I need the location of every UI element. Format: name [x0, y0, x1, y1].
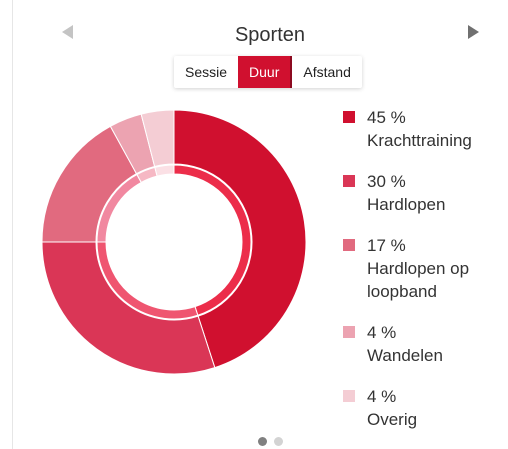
tab-duur[interactable]: Duur [238, 56, 293, 88]
pagination-dots [258, 437, 290, 446]
donut-slice-hardlopen[interactable] [41, 241, 216, 375]
legend-swatch [343, 175, 355, 187]
pagination-dot-1[interactable] [258, 437, 267, 446]
legend-percentage: 4 % [367, 323, 397, 342]
legend-item-wandelen[interactable]: 4 % Wandelen [343, 321, 503, 367]
legend-percentage: 17 % [367, 236, 406, 255]
donut-hole [106, 174, 242, 310]
legend-swatch [343, 326, 355, 338]
previous-arrow-icon[interactable] [62, 25, 73, 39]
legend-label: Wandelen [367, 346, 443, 365]
legend-swatch [343, 390, 355, 402]
chart-legend: 45 % Krachttraining 30 % Hardlopen 17 % … [343, 106, 503, 449]
legend-swatch [343, 111, 355, 123]
pagination-dot-2[interactable] [274, 437, 283, 446]
donut-slice-overig[interactable] [140, 109, 175, 168]
tab-sessie[interactable]: Sessie [185, 64, 228, 80]
donut-chart [38, 108, 310, 378]
panel-left-border [12, 0, 13, 449]
next-arrow-icon[interactable] [468, 25, 479, 39]
legend-label: Hardlopen [367, 195, 446, 214]
donut-slice-krachttraining[interactable] [173, 109, 307, 369]
legend-label: Hardlopen op loopband [367, 259, 470, 301]
legend-label: Krachttraining [367, 131, 472, 150]
tab-afstand[interactable]: Afstand [303, 64, 351, 80]
legend-item-hardlopen[interactable]: 30 % Hardlopen [343, 170, 503, 216]
legend-item-overig[interactable]: 4 % Overig [343, 385, 503, 431]
legend-item-krachttraining[interactable]: 45 % Krachttraining [343, 106, 503, 152]
legend-item-hardlopen-op-loopband[interactable]: 17 % Hardlopen op loopband [343, 234, 503, 303]
metric-tabs: Sessie Duur Afstand [174, 56, 362, 88]
donut-chart-svg [41, 109, 307, 375]
legend-percentage: 45 % [367, 108, 406, 127]
legend-percentage: 4 % [367, 387, 397, 406]
widget-title: Sporten [234, 24, 306, 46]
legend-swatch [343, 239, 355, 251]
legend-percentage: 30 % [367, 172, 406, 191]
legend-label: Overig [367, 410, 418, 429]
